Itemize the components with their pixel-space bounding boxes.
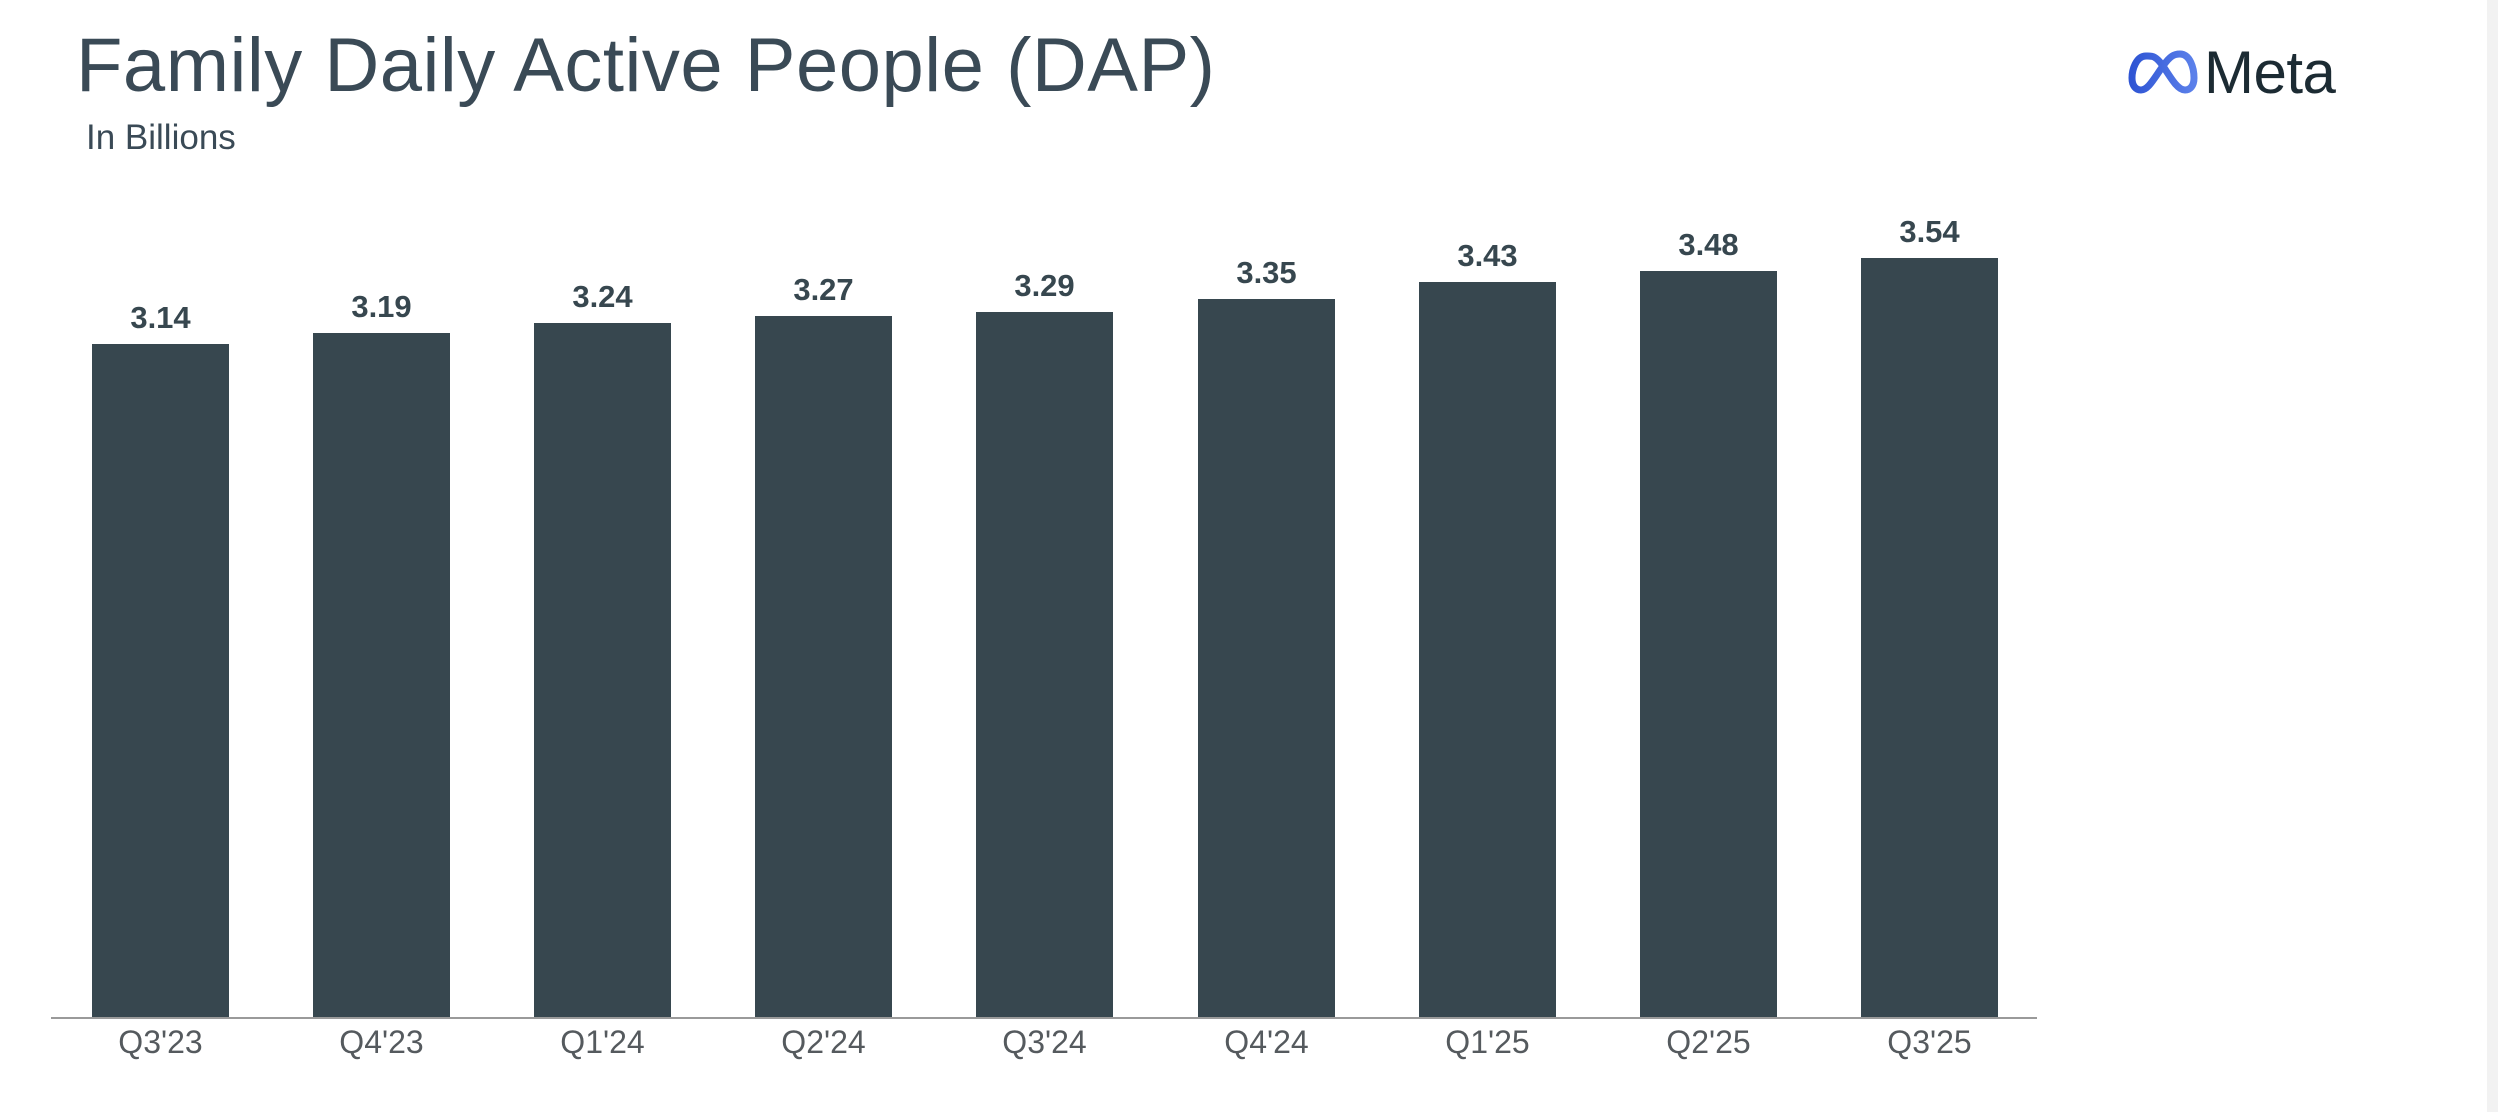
- bar-value-label: 3.48: [1678, 227, 1739, 262]
- meta-logo: Meta: [2128, 39, 2336, 106]
- x-axis-line: [51, 1017, 2037, 1019]
- x-axis-tick-label: Q3'24: [1002, 1024, 1087, 1060]
- bar: [976, 312, 1113, 1017]
- chart-title: Family Daily Active People (DAP): [76, 23, 1216, 108]
- bar: [92, 344, 229, 1017]
- bar: [755, 316, 892, 1017]
- scrollbar-track[interactable]: [2487, 0, 2498, 1112]
- bar-value-label: 3.19: [351, 289, 412, 324]
- x-axis-tick-label: Q1'24: [560, 1024, 645, 1060]
- x-axis-tick-label: Q4'24: [1224, 1024, 1309, 1060]
- chart-subtitle: In Billions: [86, 118, 236, 157]
- logo-text: Meta: [2204, 38, 2336, 106]
- x-axis-tick-label: Q2'24: [781, 1024, 866, 1060]
- bar-value-label: 3.24: [572, 279, 633, 314]
- x-axis-tick-label: Q2'25: [1666, 1024, 1751, 1060]
- bar-value-label: 3.29: [1014, 268, 1075, 303]
- x-axis-tick-label: Q4'23: [339, 1024, 424, 1060]
- x-axis-tick-label: Q1'25: [1445, 1024, 1530, 1060]
- bar-value-label: 3.54: [1899, 214, 1960, 249]
- x-axis-tick-label: Q3'25: [1887, 1024, 1972, 1060]
- bar: [1861, 258, 1998, 1017]
- bar-value-label: 3.35: [1236, 255, 1297, 290]
- bar: [1640, 271, 1777, 1017]
- bar: [1419, 282, 1556, 1017]
- bar: [1198, 299, 1335, 1017]
- bar-value-label: 3.27: [793, 272, 854, 307]
- x-axis-tick-label: Q3'23: [118, 1024, 203, 1060]
- meta-infinity-icon: [2128, 50, 2198, 94]
- bar-value-label: 3.14: [130, 300, 191, 335]
- bar-chart: 3.14 Q3'23 3.19 Q4'23 3.24 Q1'24 3.27 Q2'24 3.29…: [51, 214, 2037, 1060]
- bar-value-label: 3.43: [1457, 238, 1518, 273]
- bar: [313, 333, 450, 1017]
- bar: [534, 323, 671, 1017]
